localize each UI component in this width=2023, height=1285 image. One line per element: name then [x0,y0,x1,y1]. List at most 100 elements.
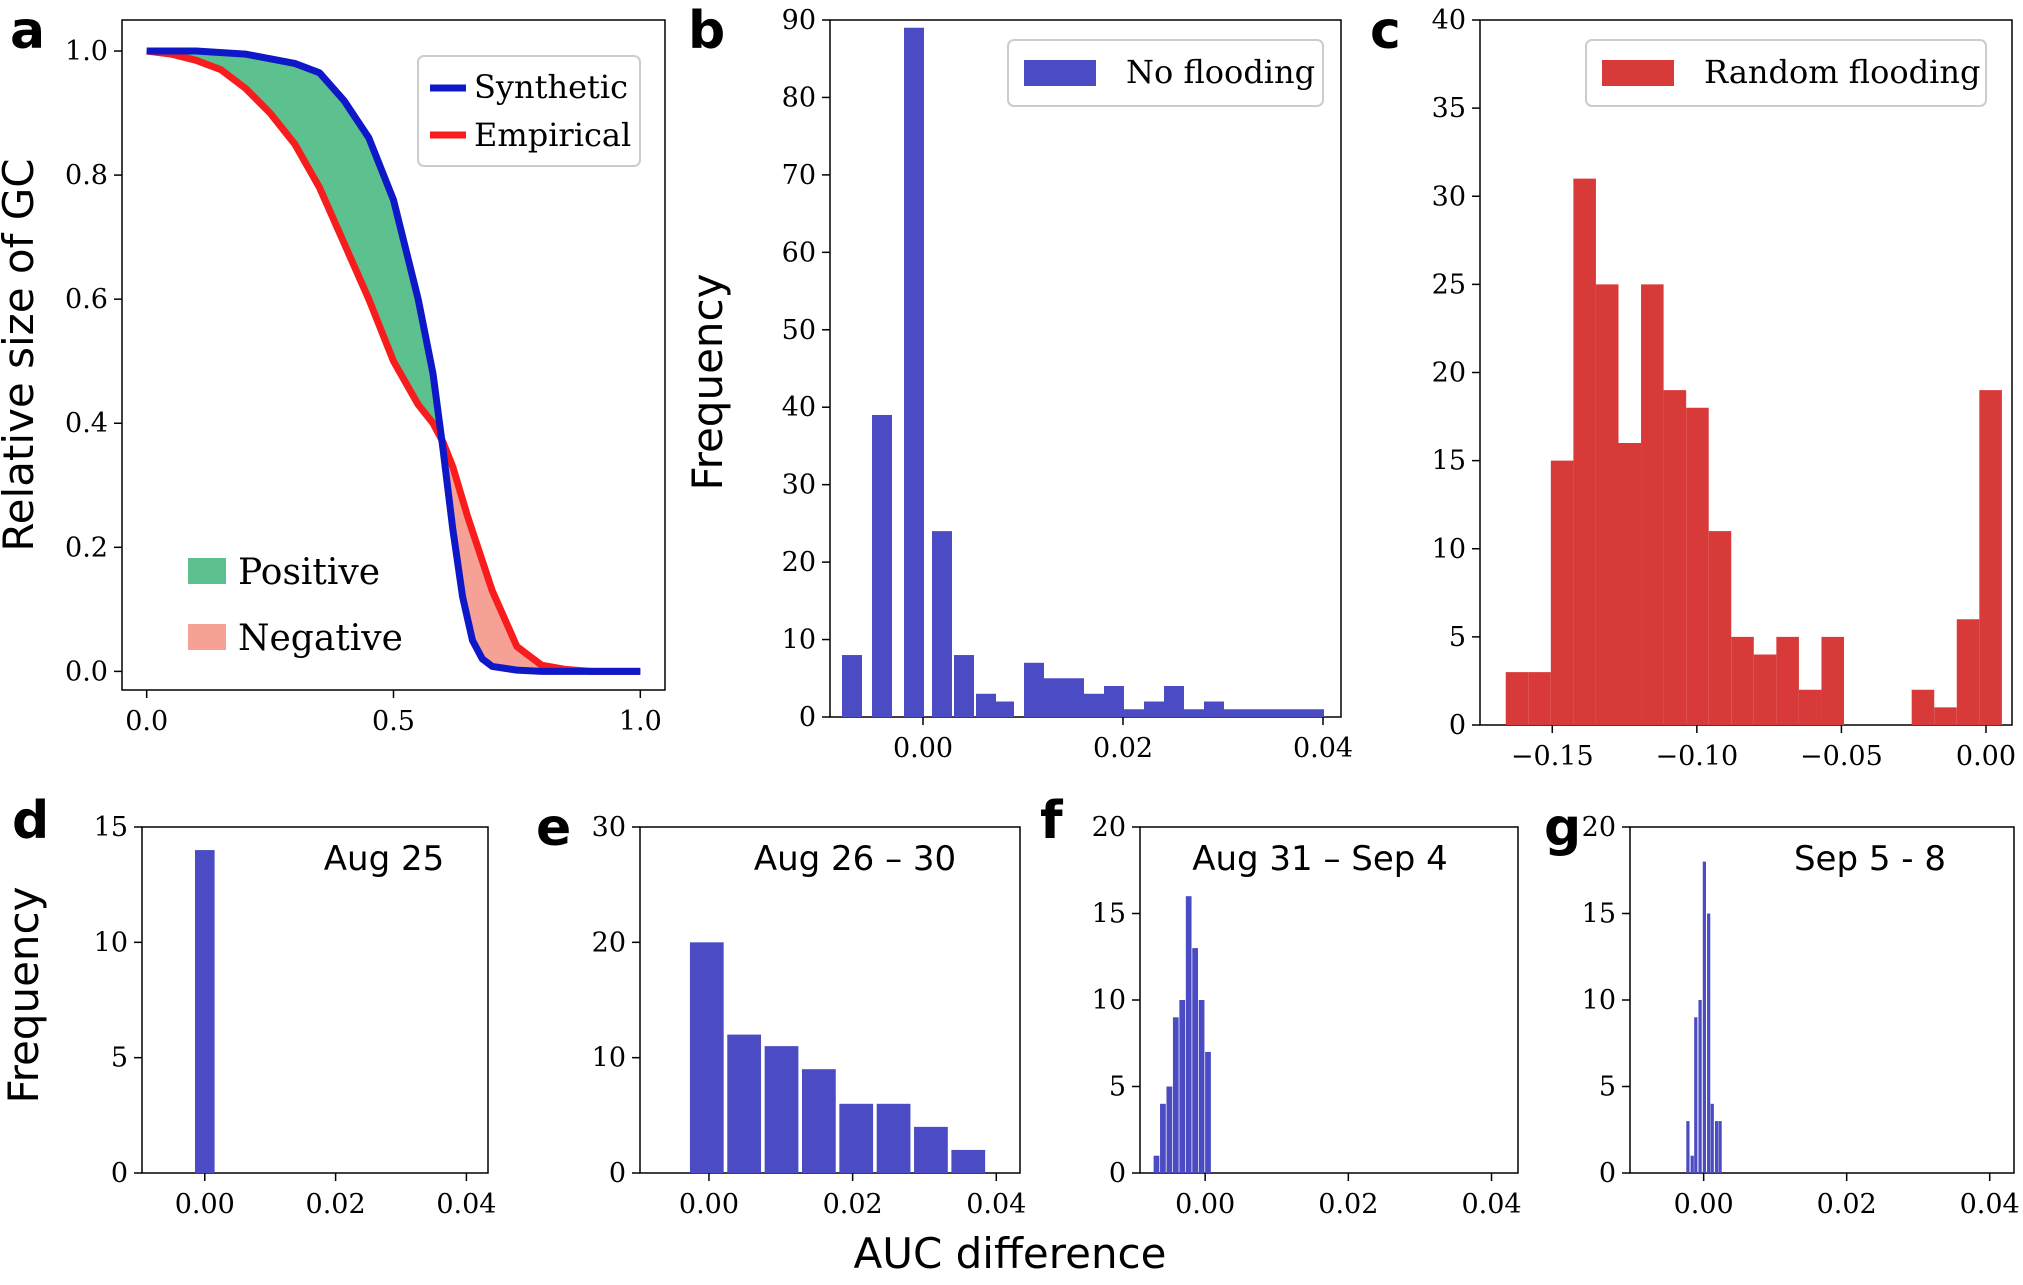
y-tick-label: 0 [609,1158,626,1189]
y-tick-label: 10 [1092,985,1126,1016]
x-tick-label: 0.0 [125,706,168,737]
histogram-bar [1224,709,1244,717]
histogram-bar [1686,407,1709,725]
y-tick-label: 0.6 [65,284,108,315]
histogram-bar [1264,709,1284,717]
y-tick-label: 30 [782,470,816,501]
y-tick-label: 0 [799,702,816,733]
y-tick-label: 10 [782,625,816,656]
y-axis-label-a: Relative size of GC [0,158,43,551]
y-tick-label: 0.0 [65,656,108,687]
panel-letter-f: f [1040,791,1064,851]
histogram-bar [1160,1103,1166,1173]
histogram-bar [1204,701,1224,717]
x-tick-label: 0.00 [1956,741,2016,772]
y-tick-label: 20 [592,927,626,958]
histogram-bar [1144,701,1164,717]
histogram-bar [1064,678,1084,717]
panel-letter-c: c [1370,1,1401,61]
histogram-bar [876,1103,911,1173]
histogram-bar [1798,689,1822,725]
x-tick-label: 0.00 [679,1189,739,1220]
empirical-line [146,47,641,675]
y-tick-label: 80 [782,82,816,113]
histogram-bar [951,1149,986,1173]
y-tick-label: 0.2 [65,532,108,563]
panel-e-title: Aug 26 – 30 [754,839,956,879]
y-tick-label: 10 [1582,985,1616,1016]
x-tick-label: 0.04 [1293,733,1353,764]
histogram-bar [842,655,862,717]
histogram-bar [839,1103,874,1173]
histogram-bar [801,1069,836,1173]
positive-annotation: Positive [238,552,380,593]
y-tick-label: 5 [111,1043,128,1074]
y-tick-label: 0 [1449,710,1466,741]
y-tick-label: 70 [782,160,816,191]
y-tick-label: 5 [1109,1072,1126,1103]
histogram-bar [727,1034,762,1173]
y-tick-label: 40 [782,392,816,423]
y-tick-label: 5 [1449,622,1466,653]
histogram-bar [764,1046,799,1173]
histogram-bar [1710,1103,1714,1173]
histogram-bar [1084,693,1104,717]
y-tick-label: 30 [1432,181,1466,212]
x-tick-label: 0.02 [823,1189,883,1220]
histogram-bar [1044,678,1064,717]
panel-letter-g: g [1544,798,1581,858]
histogram-bar [1714,1121,1719,1173]
histogram-bar [1104,686,1124,717]
histogram-bar [1718,1121,1722,1173]
y-tick-label: 40 [1432,5,1466,36]
x-tick-label: 0.02 [1817,1189,1877,1220]
histogram-bar [994,701,1014,717]
y-tick-label: 50 [782,315,816,346]
histogram-bar [1753,654,1777,725]
x-tick-label: 0.00 [893,733,953,764]
x-tick-label: 1.0 [619,706,662,737]
axes-frame-d [141,826,489,1174]
negative-annotation: Negative [238,618,403,659]
histogram-bar [872,414,892,717]
legend-label-synthetic: Synthetic [474,68,628,106]
y-tick-label: 10 [94,927,128,958]
panel-letter-a: a [10,1,45,61]
y-axis-label-bottom: Frequency [0,887,48,1104]
legend-box [417,55,641,167]
y-tick-label: 10 [592,1043,626,1074]
legend-label-no-flooding: No flooding [1126,53,1315,91]
histogram-bar [1192,948,1198,1173]
histogram-bar [1694,1017,1698,1173]
x-tick-label: 0.04 [966,1189,1026,1220]
y-tick-label: 15 [1582,899,1616,930]
y-tick-label: 25 [1432,269,1466,300]
histogram-bar [1166,1086,1173,1173]
negative-swatch [188,624,226,650]
y-tick-label: 1.0 [65,36,108,67]
x-tick-label: −0.05 [1800,741,1883,772]
histogram-bar [1776,636,1799,725]
histogram-bar [1184,709,1204,717]
panel-g-title: Sep 5 - 8 [1794,839,1946,879]
y-tick-label: 15 [1432,446,1466,477]
y-tick-label: 0 [1599,1158,1616,1189]
y-tick-label: 5 [1599,1072,1616,1103]
histogram-bar [1731,636,1754,725]
x-tick-label: 0.02 [306,1189,366,1220]
histogram-bar [1304,709,1324,717]
histogram-bar [1690,1155,1694,1173]
panel-d-title: Aug 25 [324,839,444,879]
y-tick-label: 20 [1582,812,1616,843]
y-tick-label: 10 [1432,534,1466,565]
histogram-bar [1698,1000,1702,1173]
histogram-bar [1707,913,1711,1173]
x-tick-label: 0.00 [175,1189,235,1220]
histogram-bar [1618,443,1642,725]
histogram-bar [914,1126,948,1173]
y-tick-label: 90 [782,5,816,36]
panel-letter-e: e [536,798,571,858]
x-tick-label: −0.10 [1655,741,1738,772]
panel-letter-d: d [12,791,49,851]
